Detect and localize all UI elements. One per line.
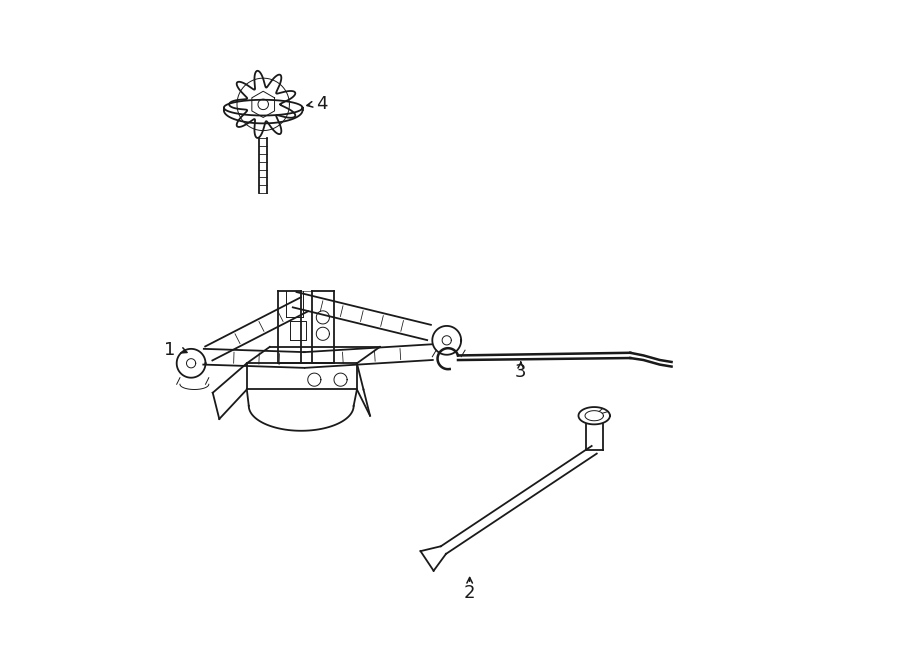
Text: 1: 1 [164, 341, 176, 359]
Text: 2: 2 [464, 584, 475, 602]
Text: 4: 4 [317, 95, 328, 114]
Text: 3: 3 [515, 364, 526, 381]
